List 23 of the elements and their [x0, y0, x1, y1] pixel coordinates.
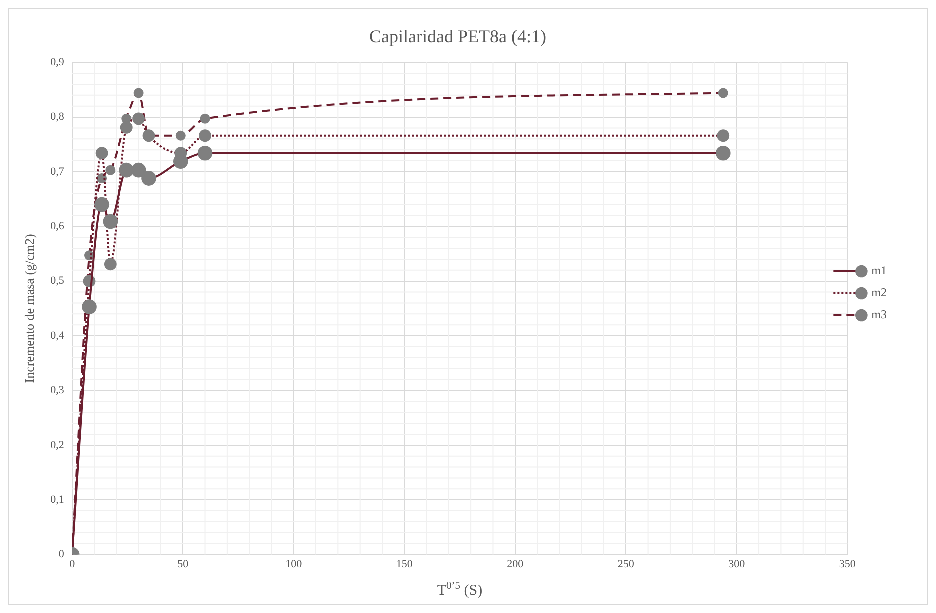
x-tick-label: 300 — [728, 558, 746, 570]
x-tick-label: 100 — [286, 558, 303, 570]
y-tick-label: 0,3 — [50, 384, 65, 397]
legend-label: m3 — [872, 308, 888, 322]
y-tick-label: 0,7 — [50, 166, 65, 178]
y-tick-label: 0,6 — [50, 220, 65, 233]
y-tick-label: 0,9 — [50, 56, 65, 68]
y-tick-label: 0,4 — [50, 330, 65, 342]
x-tick-label: 0 — [70, 558, 76, 570]
y-tick-label: 0,1 — [50, 494, 64, 506]
y-tick-label: 0 — [58, 548, 65, 561]
x-tick-label: 50 — [178, 558, 190, 570]
x-tick-label: 200 — [507, 558, 524, 570]
x-tick-label: 350 — [839, 558, 856, 570]
legend-label: m2 — [872, 286, 888, 300]
y-tick-label: 0,8 — [50, 111, 65, 124]
x-tick-label: 150 — [396, 558, 414, 570]
y-tick-label: 0,2 — [50, 439, 64, 452]
y-axis-title: Incremento de masa (g/cm2) — [22, 234, 38, 384]
x-tick-label: 250 — [618, 558, 635, 570]
chart-title: Capilaridad PET8a (4:1) — [370, 26, 546, 47]
legend-label: m1 — [872, 264, 888, 278]
y-tick-label: 0,5 — [50, 275, 65, 288]
